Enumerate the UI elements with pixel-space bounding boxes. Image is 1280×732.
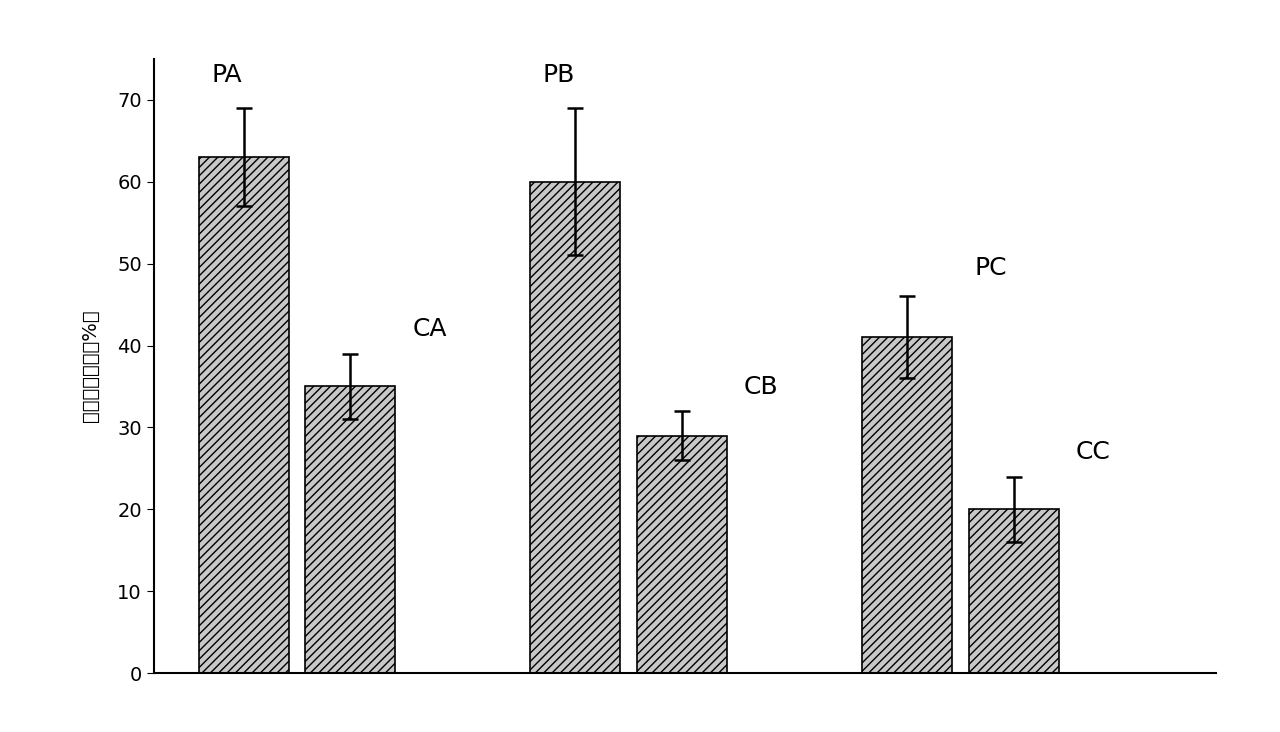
Text: PC: PC <box>974 256 1007 280</box>
Bar <box>306 386 396 673</box>
Bar <box>198 157 288 673</box>
Bar <box>969 509 1059 673</box>
Bar <box>861 337 952 673</box>
Text: PB: PB <box>543 63 575 87</box>
Text: CB: CB <box>744 375 778 399</box>
Text: CA: CA <box>412 318 447 341</box>
Y-axis label: 石油烃降解率（%）: 石油烃降解率（%） <box>82 310 100 422</box>
Bar <box>530 182 620 673</box>
Text: PA: PA <box>211 63 242 87</box>
Bar <box>637 436 727 673</box>
Text: CC: CC <box>1075 441 1110 464</box>
